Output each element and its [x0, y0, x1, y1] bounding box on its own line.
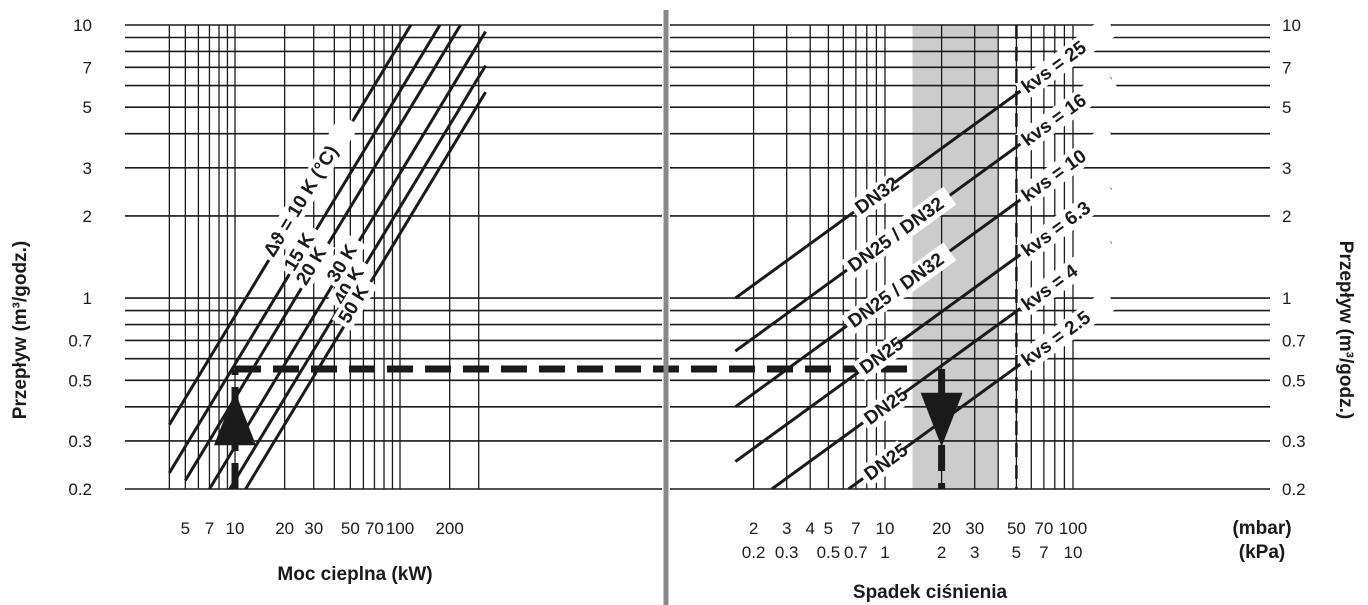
x-tick-label: 5	[181, 519, 190, 538]
y-tick-label: 3	[83, 159, 92, 178]
label-background	[1014, 289, 1118, 374]
x-tick-label-kpa: 0.3	[775, 543, 799, 562]
x-tick-label-mbar: 7	[851, 519, 860, 538]
x-tick-label: 200	[435, 519, 463, 538]
x-tick-label-mbar: 70	[1034, 519, 1053, 538]
x-tick-label-kpa: 7	[1039, 543, 1048, 562]
y-tick-label: 0.5	[1282, 371, 1306, 390]
y-tick-label: 0.3	[1282, 432, 1306, 451]
x-tick-label-kpa: 5	[1012, 543, 1021, 562]
y-tick-label: 7	[1282, 58, 1291, 77]
y-tick-label: 0.3	[68, 432, 92, 451]
unit-label-mbar: (mbar)	[1232, 518, 1291, 539]
series-line-dT	[168, 25, 442, 474]
x-tick-label-mbar: 50	[1007, 519, 1026, 538]
y-tick-label: 10	[1282, 16, 1301, 35]
y-axis-title-left: Przepływ (m³/godz.)	[10, 241, 31, 419]
y-tick-label: 0.2	[1282, 480, 1306, 499]
x-tick-label: 70	[365, 519, 384, 538]
label-background	[1014, 125, 1118, 210]
y-tick-label: 2	[83, 207, 92, 226]
label-background	[320, 233, 367, 290]
label-background	[1014, 180, 1118, 264]
x-tick-label-kpa: 0.2	[742, 543, 766, 562]
label-background	[856, 384, 911, 432]
x-tick-label: 50	[341, 519, 360, 538]
x-tick-label-kpa: 3	[970, 543, 979, 562]
label-background	[856, 440, 911, 488]
arrow-down	[920, 392, 963, 447]
x-tick-label-mbar: 30	[965, 519, 984, 538]
series-label-valve: DN32	[852, 173, 904, 219]
label-background	[277, 222, 324, 279]
label-background	[852, 333, 906, 382]
x-axis-title-power: Moc cieplna (kW)	[277, 564, 432, 585]
label-background	[1014, 16, 1118, 101]
x-tick-label-kpa: 0.7	[844, 543, 868, 562]
label-background	[840, 242, 957, 335]
label-background	[331, 274, 378, 331]
label-background	[847, 173, 902, 222]
y-tick-label: 7	[83, 58, 92, 77]
x-tick-label-mbar: 5	[824, 519, 833, 538]
y-tick-label: 0.7	[1282, 331, 1306, 350]
y-tick-label: 1	[1282, 289, 1291, 308]
x-tick-label-mbar: 2	[749, 519, 758, 538]
x-tick-label: 10	[226, 519, 245, 538]
x-tick-label-kpa: 10	[1064, 543, 1083, 562]
label-background	[1014, 69, 1118, 154]
label-background	[840, 186, 957, 280]
y-axis-title-right: Przepływ (m³/godz.)	[1335, 241, 1356, 419]
x-tick-label-mbar: 3	[782, 519, 791, 538]
x-tick-label-mbar: 100	[1059, 519, 1087, 538]
x-tick-label: 7	[205, 519, 214, 538]
x-tick-label-mbar: 20	[932, 519, 951, 538]
y-tick-label: 10	[73, 16, 92, 35]
y-tick-label: 3	[1282, 159, 1291, 178]
y-tick-label: 5	[83, 98, 92, 117]
series-label-kvs: kvs = 2.5	[1018, 307, 1095, 371]
x-tick-label-mbar: 10	[876, 519, 895, 538]
x-tick-label-kpa: 1	[880, 543, 889, 562]
label-background	[1014, 234, 1118, 318]
series-line-dT	[168, 25, 413, 426]
y-tick-label: 0.7	[68, 331, 92, 350]
label-background	[289, 236, 336, 293]
x-tick-label: 100	[386, 519, 414, 538]
y-tick-label: 2	[1282, 207, 1291, 226]
label-background	[256, 114, 360, 265]
y-tick-label: 0.5	[68, 371, 92, 390]
y-tick-label: 1	[83, 289, 92, 308]
x-tick-label: 30	[304, 519, 323, 538]
label-background	[327, 256, 373, 313]
unit-label-kpa: (kPa)	[1239, 542, 1285, 563]
arrow-up	[214, 391, 256, 446]
x-axis-title-pressure: Spadek ciśnienia	[853, 582, 1008, 603]
y-tick-label: 0.2	[68, 480, 92, 499]
x-tick-label-kpa: 2	[937, 543, 946, 562]
x-tick-label-mbar: 4	[805, 519, 814, 538]
x-tick-label: 20	[275, 519, 294, 538]
y-tick-label: 5	[1282, 98, 1291, 117]
x-tick-label-kpa: 0.5	[817, 543, 841, 562]
